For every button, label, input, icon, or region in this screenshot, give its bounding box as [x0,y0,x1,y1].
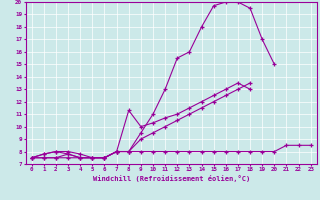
X-axis label: Windchill (Refroidissement éolien,°C): Windchill (Refroidissement éolien,°C) [92,175,250,182]
